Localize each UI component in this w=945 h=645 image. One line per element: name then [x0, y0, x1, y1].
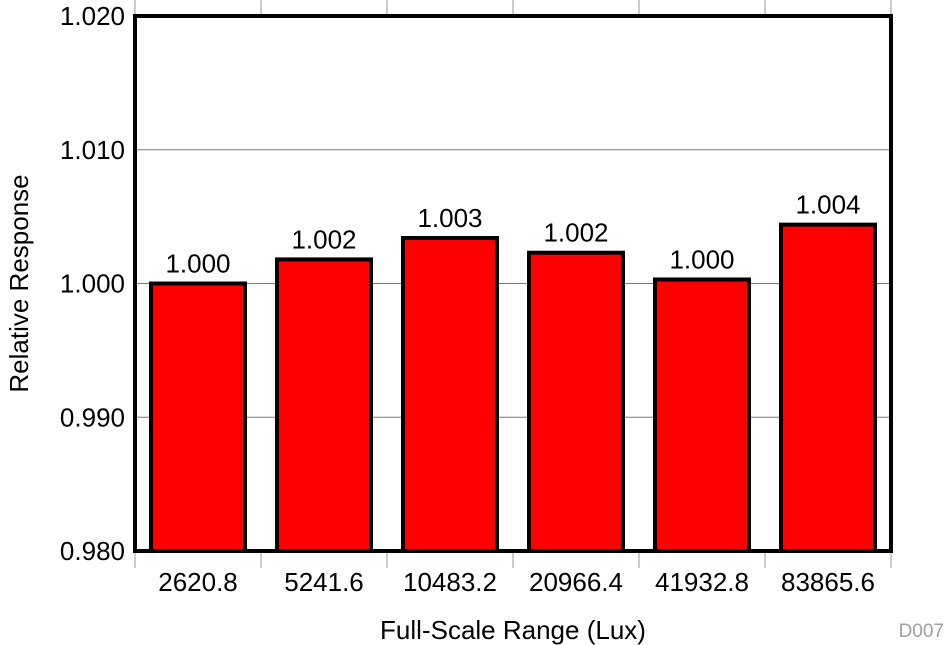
bar	[275, 257, 373, 553]
y-tick-label: 1.020	[60, 1, 125, 31]
bottom-tick-marks	[134, 551, 892, 568]
y-tick-label: 0.990	[60, 402, 125, 432]
bar-value-label: 1.000	[669, 244, 734, 274]
plot-frame	[133, 14, 893, 553]
x-tick-label: 83865.6	[781, 567, 875, 597]
x-tick-label: 5241.6	[284, 567, 364, 597]
x-tick-label: 41932.8	[655, 567, 749, 597]
y-tick-labels: 0.980 0.990 1.000 1.010 1.020	[60, 1, 125, 566]
x-tick-labels: 2620.8 5241.6 10483.2 20966.4 41932.8 83865.6	[158, 567, 875, 597]
bar-value-label: 1.003	[417, 203, 482, 233]
x-tick-label: 20966.4	[529, 567, 623, 597]
bar-value-label: 1.004	[795, 190, 860, 220]
y-tick-label: 1.010	[60, 135, 125, 165]
gridlines	[135, 149, 891, 418]
bar	[527, 250, 625, 554]
y-tick-label: 1.000	[60, 269, 125, 299]
y-axis-title: Relative Response	[4, 174, 34, 392]
x-tick-label: 10483.2	[403, 567, 497, 597]
bar-value-label: 1.002	[543, 218, 608, 248]
x-tick-label: 2620.8	[158, 567, 238, 597]
figure-id: D007	[899, 621, 944, 642]
bar	[401, 236, 499, 553]
x-axis-title: Full-Scale Range (Lux)	[380, 615, 646, 645]
data-labels: 1.000 1.002 1.003 1.002 1.000 1.004	[165, 190, 860, 279]
bar-value-label: 1.002	[291, 224, 356, 254]
bar	[149, 281, 247, 553]
top-tick-marks	[134, 0, 892, 16]
y-tick-label: 0.980	[60, 536, 125, 566]
bars	[149, 222, 877, 554]
bar	[779, 222, 877, 553]
bar	[653, 277, 751, 553]
bar-value-label: 1.000	[165, 249, 230, 279]
